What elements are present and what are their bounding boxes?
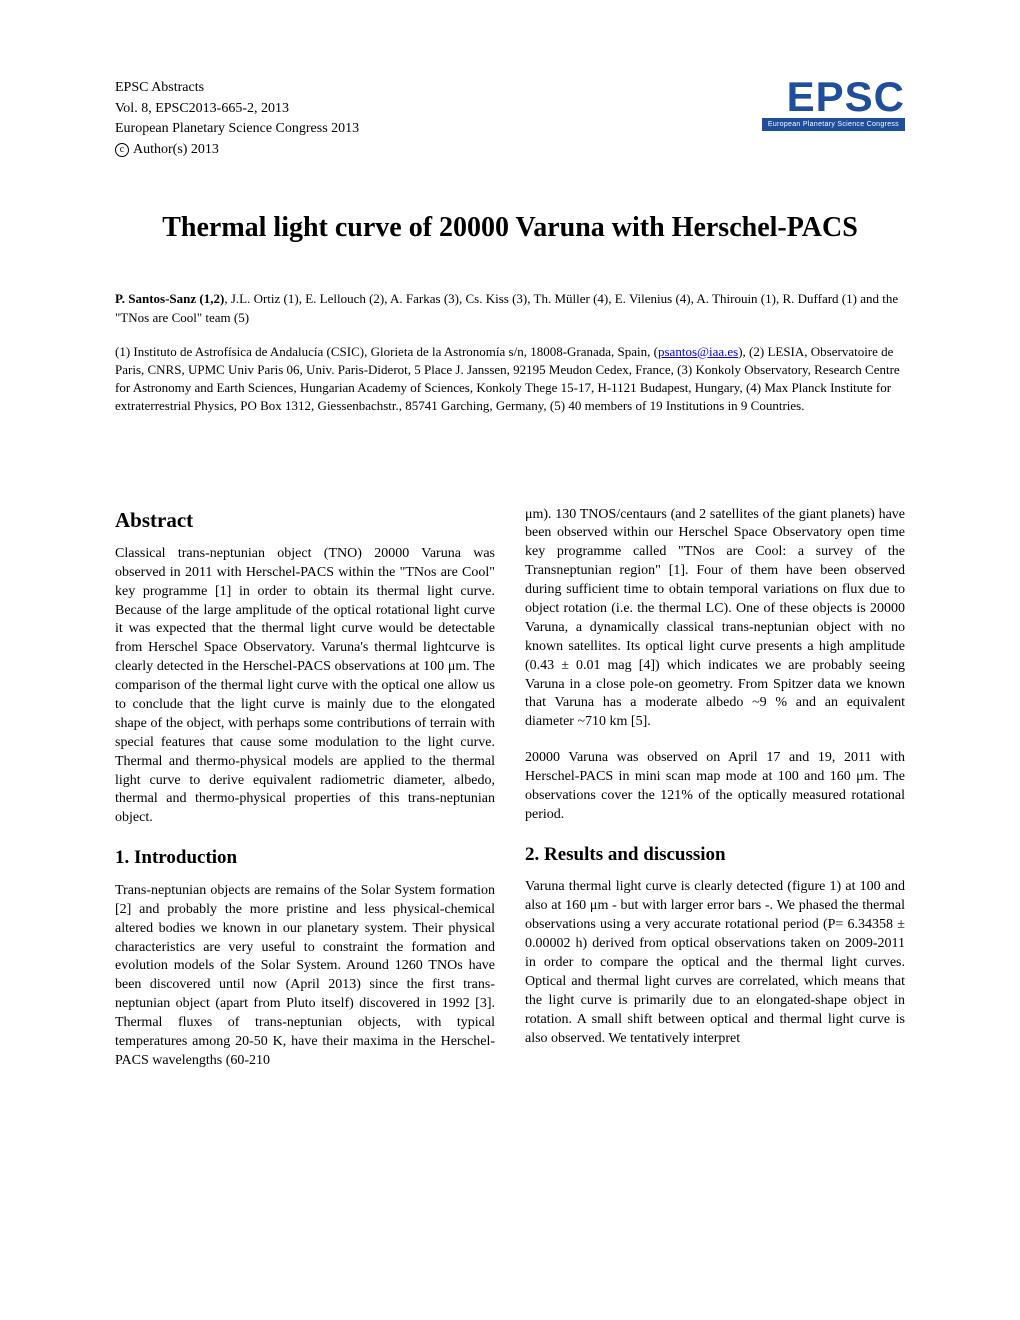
copyright-text: Author(s) 2013 [133, 140, 219, 160]
epsc-logo: EPSC European Planetary Science Congress [762, 78, 905, 131]
intro-paragraph: Trans-neptunian objects are remains of t… [115, 882, 495, 1071]
left-column: Abstract Classical trans-neptunian objec… [115, 506, 495, 1071]
pub-line-3: European Planetary Science Congress 2013 [115, 119, 359, 139]
pub-line-1: EPSC Abstracts [115, 78, 359, 98]
heading-abstract: Abstract [115, 506, 495, 534]
abstract-paragraph: Classical trans-neptunian object (TNO) 2… [115, 545, 495, 828]
header-row: EPSC Abstracts Vol. 8, EPSC2013-665-2, 2… [115, 78, 905, 160]
copyright-icon: c [115, 143, 129, 157]
email-link[interactable]: psantos@iaa.es [658, 344, 738, 359]
affil-pre: (1) Instituto de Astrofísica de Andalucí… [115, 344, 658, 359]
affiliations: (1) Instituto de Astrofísica de Andalucí… [115, 343, 905, 416]
two-column-body: Abstract Classical trans-neptunian objec… [115, 506, 905, 1071]
paper-title: Thermal light curve of 20000 Varuna with… [115, 212, 905, 244]
observation-paragraph: 20000 Varuna was observed on April 17 an… [525, 749, 905, 825]
results-paragraph: Varuna thermal light curve is clearly de… [525, 878, 905, 1048]
other-authors: , J.L. Ortiz (1), E. Lellouch (2), A. Fa… [115, 291, 898, 324]
publication-info: EPSC Abstracts Vol. 8, EPSC2013-665-2, 2… [115, 78, 359, 160]
heading-introduction: 1. Introduction [115, 845, 495, 871]
right-column: μm). 130 TNOS/centaurs (and 2 satellites… [525, 506, 905, 1071]
author-list: P. Santos-Sanz (1,2), J.L. Ortiz (1), E.… [115, 290, 905, 326]
pub-line-2: Vol. 8, EPSC2013-665-2, 2013 [115, 99, 359, 119]
lead-author: P. Santos-Sanz (1,2) [115, 291, 224, 306]
intro-continuation: μm). 130 TNOS/centaurs (and 2 satellites… [525, 506, 905, 733]
logo-main-text: EPSC [762, 78, 905, 116]
heading-results: 2. Results and discussion [525, 842, 905, 868]
copyright-line: c Author(s) 2013 [115, 140, 359, 160]
